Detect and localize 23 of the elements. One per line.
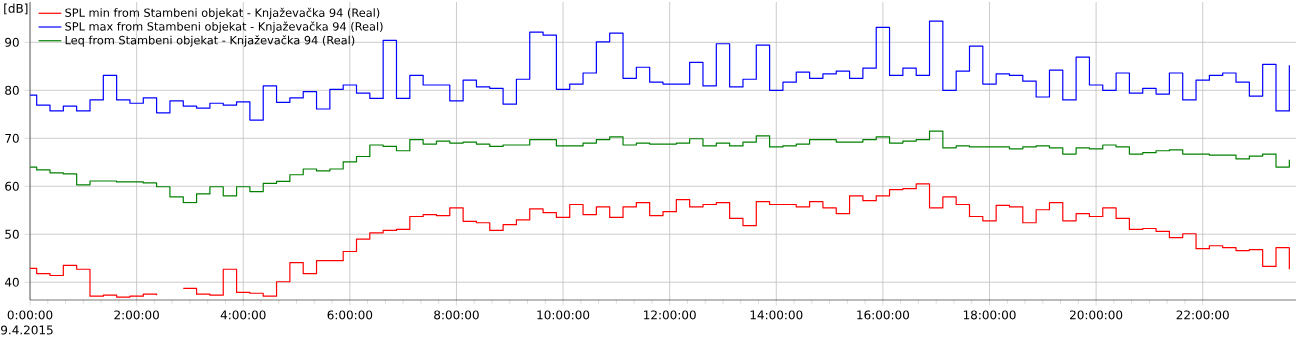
x-tick-label: 4:00:00 — [220, 310, 266, 320]
legend-label: Leq from Stambeni objekat - Knjaževačka 94 (Real) — [65, 35, 355, 47]
x-tick-label: 10:00:00 — [537, 310, 590, 320]
text: 9.4.2015 — [1, 325, 53, 335]
x-tick-label: 12:00:00 — [644, 310, 696, 320]
y-tick-label: 40 — [4, 277, 19, 287]
legend-label: SPL max from Stambeni objekat - Knjaževačka 94 (Real) — [65, 21, 383, 33]
y-tick-label: 90 — [5, 37, 19, 47]
x-tick-label: 6:00:00 — [327, 310, 373, 320]
y-tick-label: 70 — [5, 133, 19, 143]
x-tick-label: 18:00:00 — [963, 310, 1016, 320]
x-tick-label: 0:00:00 — [7, 310, 53, 320]
legend-label: SPL min from Stambeni objekat - Knjaževačka 94 (Real) — [65, 7, 380, 20]
y-tick-label: 80 — [5, 85, 19, 95]
y-tick-label: 60 — [5, 181, 19, 191]
x-tick-label: 20:00:00 — [1070, 310, 1123, 320]
x-tick-label: 14:00:00 — [750, 310, 803, 320]
y-tick-label: 50 — [5, 229, 19, 239]
y-axis-title: [dB] — [4, 3, 28, 15]
x-tick-label: 2:00:00 — [114, 310, 159, 320]
x-tick-label: 16:00:00 — [857, 310, 910, 320]
x-tick-label: 8:00:00 — [434, 310, 479, 320]
x-tick-label: 22:00:00 — [1176, 310, 1229, 320]
